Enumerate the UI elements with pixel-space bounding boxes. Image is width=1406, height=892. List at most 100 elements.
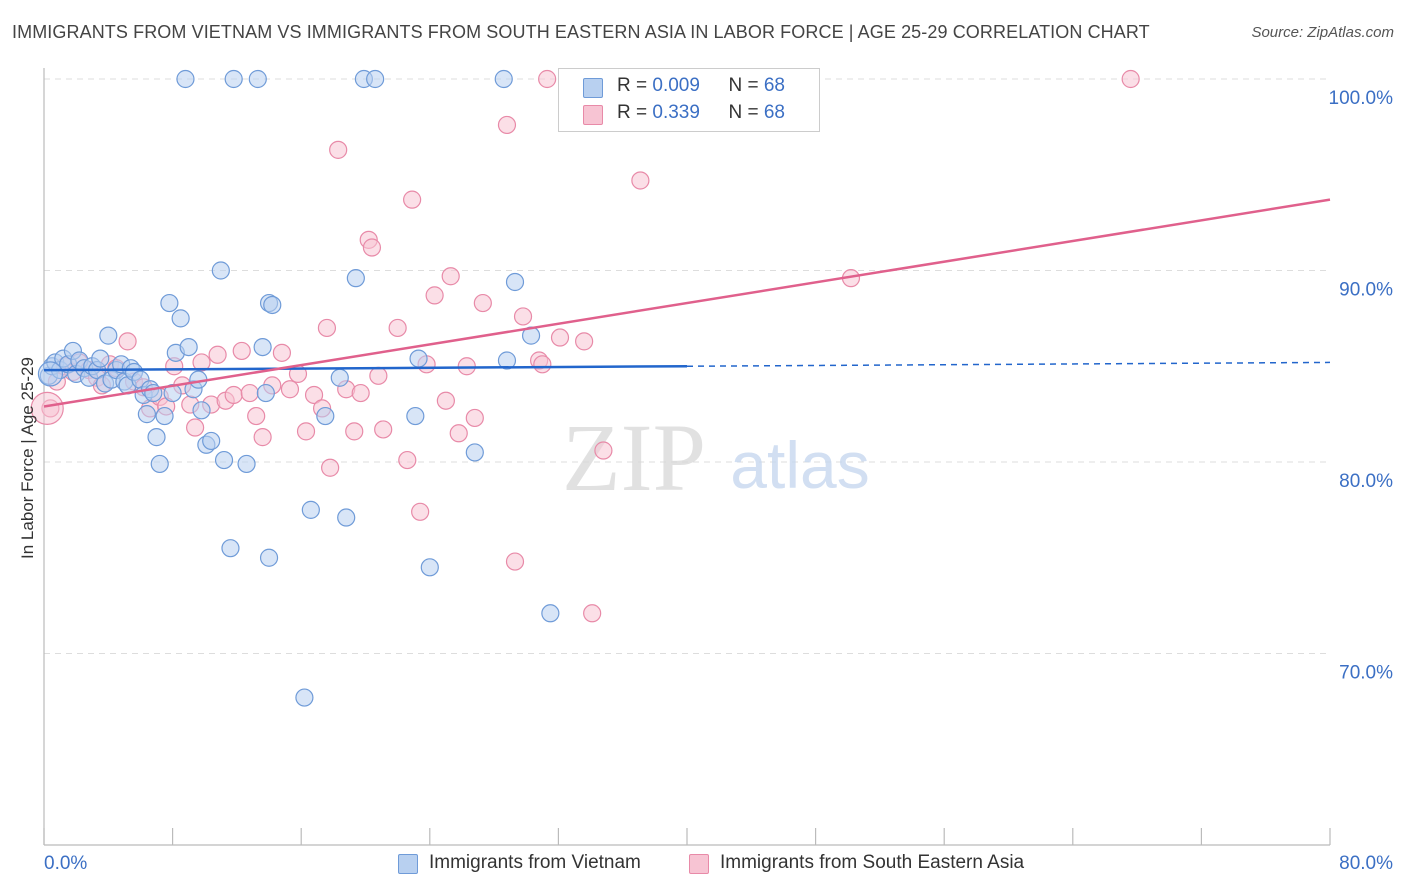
legend-swatch-pink: [583, 105, 603, 125]
y-tick-label: 100.0%: [1329, 88, 1394, 109]
data-point-sea: [280, 380, 300, 399]
trend-line-vietnam: [43, 365, 688, 372]
legend-label-vietnam: Immigrants from Vietnam: [429, 852, 641, 873]
data-point-vietnam: [155, 406, 174, 426]
trend-lines: [43, 198, 1331, 408]
tick-labels: 70.0% 80.0% 90.0% 100.0% 0.0% 80.0%: [44, 88, 1393, 874]
series-blue-points: [37, 69, 560, 707]
r-label: R =: [617, 102, 653, 123]
data-point-vietnam: [366, 69, 385, 89]
data-point-sea: [513, 307, 533, 326]
r-value: 0.009: [652, 75, 700, 96]
data-point-vietnam: [256, 383, 275, 403]
data-point-sea: [369, 366, 388, 385]
n-value: 68: [763, 75, 785, 96]
data-point-vietnam: [295, 688, 314, 707]
data-point-sea: [329, 140, 348, 159]
data-point-sea: [403, 190, 422, 209]
data-point-vietnam: [505, 272, 525, 292]
data-point-sea: [208, 345, 227, 364]
data-point-vietnam: [221, 539, 240, 558]
data-point-sea: [362, 238, 382, 257]
data-point-vietnam: [465, 443, 484, 462]
data-point-vietnam: [406, 406, 425, 426]
data-point-sea: [473, 293, 492, 313]
chart-title: IMMIGRANTS FROM VIETNAM VS IMMIGRANTS FR…: [12, 22, 1150, 42]
watermark-atlas: atlas: [730, 428, 869, 502]
r-value: 0.339: [652, 102, 700, 123]
data-point-vietnam: [253, 338, 272, 357]
data-point-vietnam: [214, 450, 234, 470]
data-point-sea: [631, 171, 650, 190]
stats-legend: R = 0.009 N = 68 R = 0.339 N = 68: [558, 68, 820, 132]
data-point-vietnam: [346, 269, 365, 288]
data-point-vietnam: [99, 326, 118, 345]
data-point-vietnam: [248, 69, 267, 89]
watermark-zip: ZIP: [562, 404, 706, 511]
data-point-sea: [253, 428, 272, 447]
legend-swatch-blue: [398, 854, 418, 874]
trend-line-sea: [43, 198, 1331, 408]
data-point-sea: [497, 115, 517, 135]
data-point-vietnam: [409, 349, 428, 368]
data-point-vietnam: [147, 428, 166, 447]
n-label: N =: [728, 102, 764, 123]
data-point-vietnam: [179, 338, 198, 357]
data-point-vietnam: [494, 69, 513, 89]
x-tick-label: 0.0%: [44, 853, 87, 874]
data-point-sea: [186, 418, 205, 437]
trend-line-vietnam-extrapolated: [686, 361, 1331, 367]
y-tick-label: 80.0%: [1339, 471, 1393, 492]
x-tick-label: 80.0%: [1339, 853, 1393, 874]
n-value: 68: [763, 102, 785, 123]
data-point-sea: [224, 385, 243, 405]
data-point-sea: [538, 69, 557, 89]
data-point-sea: [441, 267, 460, 286]
data-point-vietnam: [211, 261, 230, 280]
data-point-sea: [505, 552, 525, 571]
data-point-vietnam: [497, 351, 517, 370]
data-point-vietnam: [237, 454, 256, 474]
data-point-sea-cluster: [30, 391, 64, 425]
data-point-vietnam: [91, 349, 110, 368]
data-point-sea: [449, 424, 468, 443]
data-point-vietnam: [316, 406, 335, 426]
data-point-sea: [345, 422, 364, 441]
data-point-sea: [296, 422, 316, 441]
data-point-sea: [192, 353, 211, 372]
data-point-sea: [583, 604, 602, 623]
data-point-sea: [533, 355, 552, 374]
n-label: N =: [728, 75, 764, 96]
data-point-vietnam: [541, 604, 560, 623]
data-point-sea: [1121, 69, 1140, 89]
data-point-vietnam: [420, 558, 439, 577]
data-point-vietnam: [150, 454, 169, 474]
data-point-sea: [351, 383, 370, 403]
data-point-vietnam: [259, 548, 279, 567]
y-tick-label: 90.0%: [1339, 280, 1393, 301]
data-point-sea: [411, 502, 430, 521]
data-point-sea: [374, 420, 393, 439]
r-label: R =: [617, 75, 653, 96]
data-point-sea: [247, 406, 266, 426]
y-axis-label: In Labor Force | Age 25-29: [18, 357, 37, 559]
data-point-vietnam: [224, 69, 243, 89]
data-point-vietnam: [301, 500, 320, 519]
data-point-sea: [398, 450, 417, 470]
source-credit: Source: ZipAtlas.com: [1251, 24, 1394, 41]
y-tick-label: 70.0%: [1339, 663, 1393, 684]
data-point-sea: [272, 343, 292, 362]
data-point-sea: [240, 383, 259, 403]
data-point-vietnam: [171, 309, 190, 328]
data-point-vietnam: [192, 401, 211, 420]
data-point-sea: [465, 408, 484, 428]
data-point-sea: [321, 458, 340, 477]
data-point-sea: [457, 357, 476, 376]
data-point-sea: [425, 286, 444, 305]
data-point-vietnam-cluster: [37, 361, 64, 387]
legend-label-sea: Immigrants from South Eastern Asia: [720, 852, 1025, 873]
data-point-sea: [550, 328, 570, 347]
axes-layer: [43, 68, 1331, 846]
data-point-sea: [575, 332, 594, 351]
